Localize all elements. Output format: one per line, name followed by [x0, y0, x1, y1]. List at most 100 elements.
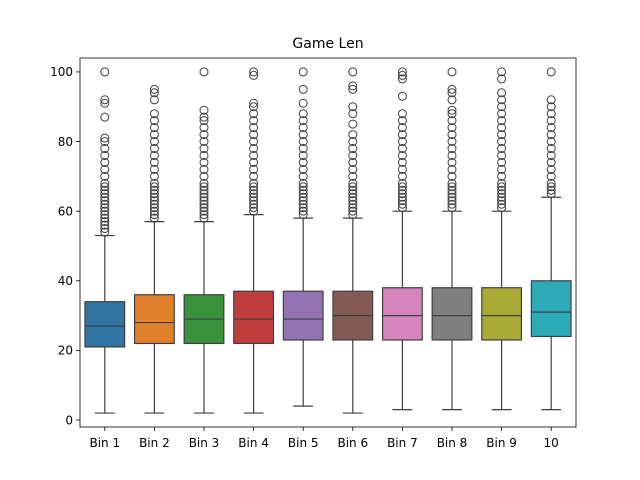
box-group	[332, 67, 374, 414]
outlier-point	[397, 185, 407, 195]
x-tick-label: Bin 4	[238, 436, 269, 450]
outlier-point	[348, 150, 358, 160]
outlier-point	[447, 88, 457, 98]
outlier-point	[397, 182, 407, 192]
outlier-point	[397, 130, 407, 140]
outlier-point	[100, 137, 110, 147]
outlier-point	[546, 109, 556, 119]
outlier-point	[249, 164, 259, 174]
outlier-point	[149, 192, 159, 202]
outlier-point	[100, 133, 110, 143]
outlier-point	[447, 109, 457, 119]
outlier-point	[298, 123, 308, 133]
outlier-point	[348, 196, 358, 206]
y-tick-label: 60	[58, 204, 73, 218]
outlier-point	[397, 70, 407, 80]
outlier-point	[447, 185, 457, 195]
outlier-point	[149, 189, 159, 199]
outlier-point	[447, 199, 457, 209]
outlier-point	[348, 185, 358, 195]
outlier-point	[249, 70, 259, 80]
box-group	[233, 67, 275, 414]
outlier-point	[100, 164, 110, 174]
outlier-point	[298, 171, 308, 181]
outlier-point	[249, 203, 259, 213]
outlier-point	[149, 123, 159, 133]
outlier-point	[397, 192, 407, 202]
outlier-point	[397, 67, 407, 77]
y-tick-label: 0	[65, 413, 73, 427]
outlier-point	[149, 109, 159, 119]
outlier-point	[348, 81, 358, 91]
outlier-point	[497, 116, 507, 126]
outlier-point	[100, 67, 110, 77]
outlier-point	[249, 130, 259, 140]
outlier-point	[199, 182, 209, 192]
outlier-point	[199, 210, 209, 220]
outlier-point	[298, 164, 308, 174]
outlier-point	[149, 164, 159, 174]
outlier-point	[298, 189, 308, 199]
outlier-point	[497, 182, 507, 192]
outlier-point	[298, 144, 308, 154]
outlier-point	[497, 67, 507, 77]
outlier-point	[546, 67, 556, 77]
outlier-point	[397, 91, 407, 101]
outlier-point	[348, 137, 358, 147]
outlier-point	[348, 192, 358, 202]
outlier-point	[100, 220, 110, 230]
outlier-point	[100, 203, 110, 213]
outlier-point	[546, 144, 556, 154]
outlier-point	[100, 144, 110, 154]
outlier-point	[348, 102, 358, 112]
outlier-point	[348, 210, 358, 220]
plot-area	[84, 67, 572, 414]
outlier-point	[447, 157, 457, 167]
outlier-point	[100, 199, 110, 209]
outlier-point	[100, 185, 110, 195]
box-group	[431, 67, 473, 411]
outlier-point	[249, 206, 259, 216]
box-group	[481, 67, 523, 411]
outlier-point	[100, 192, 110, 202]
outlier-point	[249, 150, 259, 160]
outlier-point	[497, 157, 507, 167]
outlier-point	[149, 199, 159, 209]
outlier-point	[497, 102, 507, 112]
outlier-point	[100, 157, 110, 167]
outlier-point	[249, 109, 259, 119]
outlier-point	[100, 171, 110, 181]
outlier-point	[397, 199, 407, 209]
outlier-point	[100, 150, 110, 160]
box-group	[183, 67, 225, 414]
outlier-point	[497, 178, 507, 188]
outlier-point	[199, 144, 209, 154]
outlier-point	[298, 157, 308, 167]
outlier-point	[348, 119, 358, 129]
outlier-point	[249, 199, 259, 209]
outlier-point	[199, 189, 209, 199]
y-tick-label: 20	[58, 344, 73, 358]
outlier-point	[149, 196, 159, 206]
outlier-point	[100, 206, 110, 216]
outlier-point	[348, 157, 358, 167]
outlier-point	[298, 182, 308, 192]
outlier-point	[546, 116, 556, 126]
outlier-point	[447, 144, 457, 154]
box-group	[530, 67, 572, 411]
outlier-point	[298, 206, 308, 216]
outlier-point	[199, 171, 209, 181]
box-group	[133, 84, 175, 414]
outlier-point	[546, 178, 556, 188]
outlier-point	[249, 144, 259, 154]
outlier-point	[249, 137, 259, 147]
box	[481, 287, 523, 341]
box	[530, 280, 572, 338]
outlier-point	[149, 182, 159, 192]
outlier-point	[397, 189, 407, 199]
axes-frame	[79, 57, 577, 428]
box	[84, 301, 126, 348]
outlier-point	[298, 196, 308, 206]
outlier-point	[447, 171, 457, 181]
